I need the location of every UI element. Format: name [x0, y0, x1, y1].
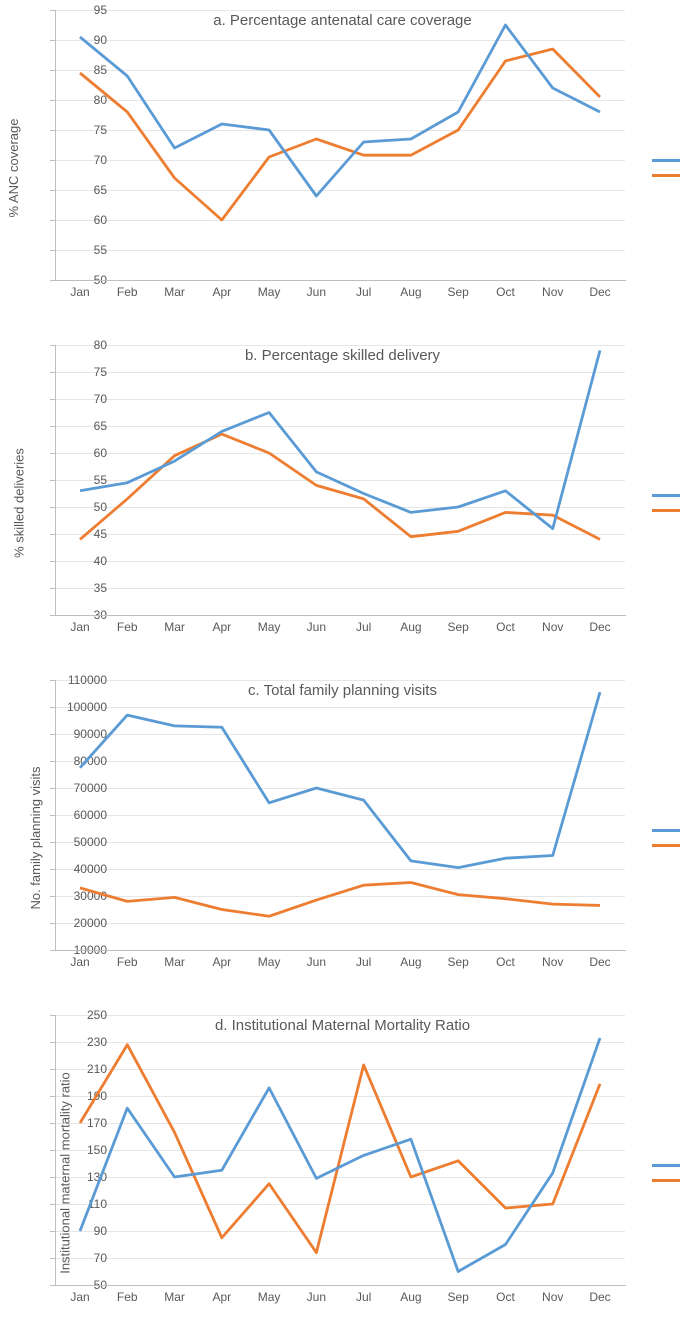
x-tick-label: Aug — [400, 1290, 421, 1304]
x-tick-label: Jan — [70, 1290, 89, 1304]
x-tick-label: Jul — [356, 1290, 371, 1304]
x-tick-label: May — [258, 955, 281, 969]
chart-lines — [55, 345, 625, 615]
x-tick-label: May — [258, 1290, 281, 1304]
x-tick-label: Oct — [496, 620, 515, 634]
x-tick-label: Nov — [542, 285, 563, 299]
x-tick-label: Apr — [212, 285, 231, 299]
legend — [652, 1164, 680, 1182]
x-tick-label: Dec — [589, 955, 610, 969]
x-tick-label: Mar — [164, 285, 185, 299]
x-tick-label: Oct — [496, 285, 515, 299]
legend — [652, 494, 680, 512]
legend — [652, 159, 680, 177]
legend-swatch-series-1 — [652, 1164, 680, 1167]
x-tick-label: Jul — [356, 955, 371, 969]
x-tick-label: Aug — [400, 620, 421, 634]
series-2-line — [80, 883, 600, 917]
x-tick-label: Nov — [542, 955, 563, 969]
legend-swatch-series-2 — [652, 1179, 680, 1182]
x-tick-label: Jun — [307, 1290, 326, 1304]
x-tick-label: Mar — [164, 620, 185, 634]
legend-swatch-series-1 — [652, 494, 680, 497]
x-tick-label: Mar — [164, 1290, 185, 1304]
x-tick-label: Aug — [400, 955, 421, 969]
x-tick-label: Jul — [356, 620, 371, 634]
chart-panel: 3035404550556065707580b. Percentage skil… — [0, 335, 685, 670]
x-tick-label: Nov — [542, 1290, 563, 1304]
y-axis-label: No. family planning visits — [28, 766, 43, 909]
chart-panel: 50556065707580859095a. Percentage antena… — [0, 0, 685, 335]
x-tick-label: May — [258, 285, 281, 299]
x-tick-label: Jun — [307, 955, 326, 969]
x-tick-label: Apr — [212, 620, 231, 634]
x-tick-label: Jan — [70, 285, 89, 299]
x-tick-label: Jan — [70, 620, 89, 634]
x-tick-label: Apr — [212, 1290, 231, 1304]
x-tick-label: Jun — [307, 620, 326, 634]
legend — [652, 829, 680, 847]
x-tick-label: May — [258, 620, 281, 634]
x-tick-label: Feb — [117, 955, 138, 969]
chart-panel: 1000020000300004000050000600007000080000… — [0, 670, 685, 1005]
y-axis-label: % ANC coverage — [6, 118, 21, 217]
legend-swatch-series-1 — [652, 159, 680, 162]
x-tick-label: Jan — [70, 955, 89, 969]
series-2-line — [80, 434, 600, 539]
x-tick-label: Sep — [447, 1290, 468, 1304]
x-tick-label: Jul — [356, 285, 371, 299]
y-axis-label: % skilled deliveries — [11, 448, 26, 558]
x-tick-label: Feb — [117, 620, 138, 634]
x-tick-label: Jun — [307, 285, 326, 299]
x-tick-label: Feb — [117, 1290, 138, 1304]
x-tick-label: Feb — [117, 285, 138, 299]
x-tick-label: Sep — [447, 955, 468, 969]
x-tick-label: Sep — [447, 620, 468, 634]
x-tick-label: Nov — [542, 620, 563, 634]
chart-lines — [55, 1015, 625, 1285]
legend-swatch-series-1 — [652, 829, 680, 832]
x-tick-label: Apr — [212, 955, 231, 969]
x-tick-label: Aug — [400, 285, 421, 299]
x-tick-label: Dec — [589, 285, 610, 299]
x-tick-label: Mar — [164, 955, 185, 969]
legend-swatch-series-2 — [652, 174, 680, 177]
series-1-line — [80, 25, 600, 196]
x-tick-label: Dec — [589, 620, 610, 634]
x-tick-label: Sep — [447, 285, 468, 299]
x-tick-label: Dec — [589, 1290, 610, 1304]
chart-lines — [55, 10, 625, 280]
chart-panel: 507090110130150170190210230250d. Institu… — [0, 1005, 685, 1340]
x-tick-label: Oct — [496, 955, 515, 969]
x-tick-label: Oct — [496, 1290, 515, 1304]
legend-swatch-series-2 — [652, 509, 680, 512]
legend-swatch-series-2 — [652, 844, 680, 847]
chart-lines — [55, 680, 625, 950]
series-1-line — [80, 350, 600, 528]
series-1-line — [80, 692, 600, 868]
series-2-line — [80, 49, 600, 220]
